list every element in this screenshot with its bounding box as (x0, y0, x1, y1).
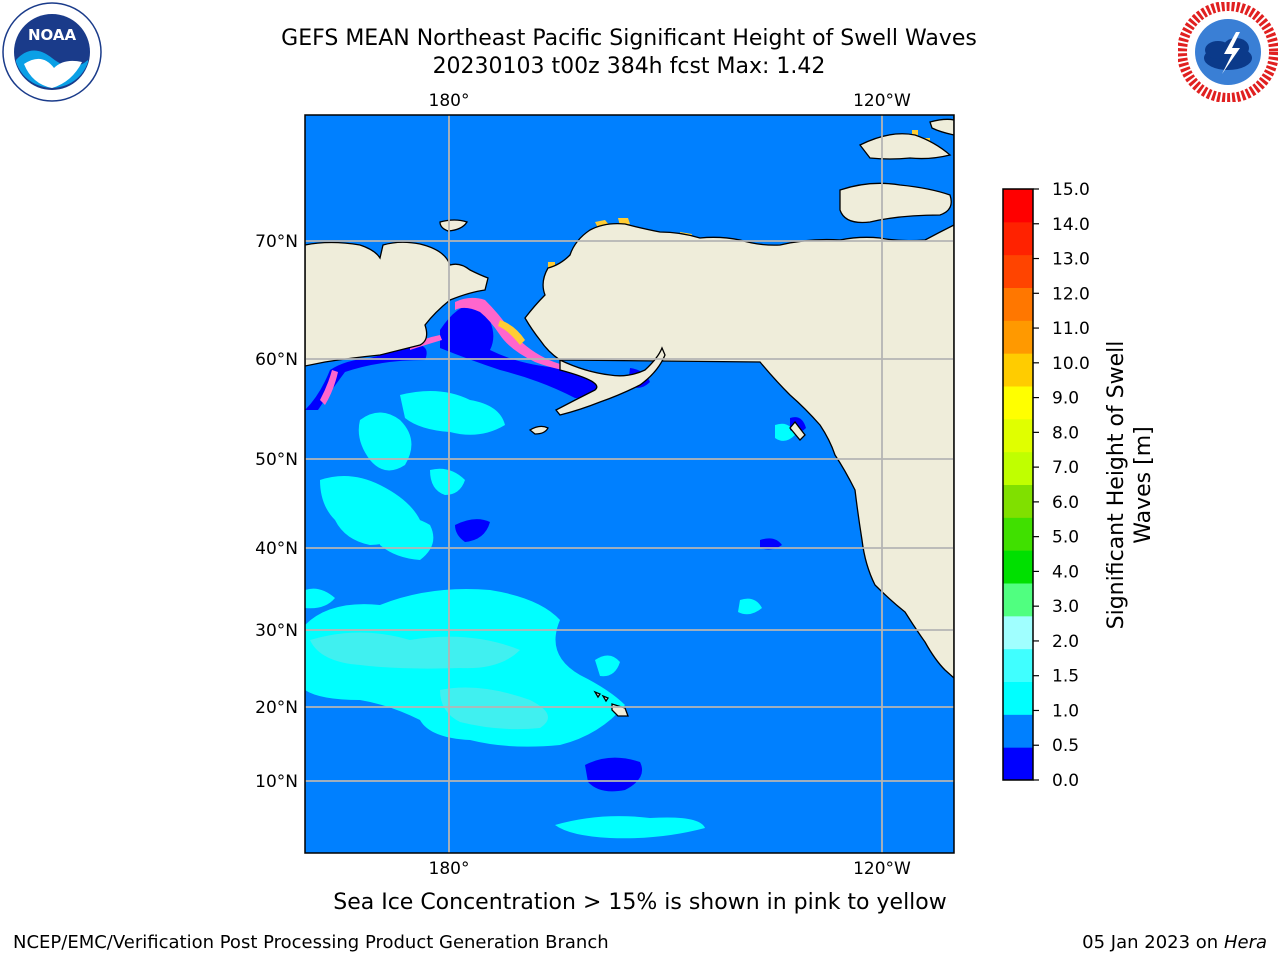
colorbar-segment (1003, 615, 1033, 650)
colorbar-tick-label: 10.0 (1052, 354, 1090, 374)
lon-label-top-180: 180° (429, 91, 470, 111)
noaa-logo-text: NOAA (28, 26, 77, 44)
nws-logo-icon (1178, 2, 1278, 102)
colorbar-tick-label: 14.0 (1052, 215, 1090, 235)
colorbar-tick-label: 12.0 (1052, 284, 1090, 304)
colorbar-segment (1003, 484, 1033, 518)
lat-label-70n: 70°N (255, 232, 298, 252)
lat-label-60n: 60°N (255, 350, 298, 370)
colorbar-tick-label: 8.0 (1052, 423, 1079, 443)
lat-label-10n: 10°N (255, 772, 298, 792)
map-frame (304, 114, 955, 854)
lat-label-50n: 50°N (255, 450, 298, 470)
colorbar-segment (1003, 681, 1033, 715)
colorbar-segment (1003, 747, 1033, 781)
colorbar-segment (1003, 451, 1033, 485)
colorbar-tick-label: 2.0 (1052, 632, 1079, 652)
lat-label-40n: 40°N (255, 539, 298, 559)
landmass (305, 115, 954, 717)
chart-title: GEFS MEAN Northeast Pacific Significant … (281, 26, 977, 51)
lon-label-bottom-180: 180° (429, 859, 470, 879)
colorbar-tick-label: 13.0 (1052, 250, 1090, 270)
colorbar-tick-label: 0.5 (1052, 736, 1079, 756)
colorbar-segment (1003, 386, 1033, 420)
colorbar-tick-label: 4.0 (1052, 562, 1079, 582)
lat-label-20n: 20°N (255, 698, 298, 718)
chart-subtitle: 20230103 t00z 384h fcst Max: 1.42 (432, 54, 826, 79)
colorbar-tick-label: 0.0 (1052, 771, 1079, 791)
colorbar-tick-label: 7.0 (1052, 458, 1079, 478)
noaa-logo-icon: NOAA (2, 2, 102, 102)
lon-label-top-120w: 120°W (853, 91, 911, 111)
colorbar-tick-label: 15.0 (1052, 180, 1090, 200)
colorbar-segment (1003, 353, 1033, 387)
footer-host: Hera (1223, 932, 1267, 953)
colorbar-tick-label: 9.0 (1052, 389, 1079, 409)
colorbar-segment (1003, 648, 1033, 682)
colorbar-tick-label: 1.0 (1052, 701, 1079, 721)
colorbar-segment (1003, 418, 1033, 453)
sea-ice-note: Sea Ice Concentration > 15% is shown in … (333, 890, 947, 915)
sea-ice-region (320, 297, 592, 405)
colorbar-label-line2: Waves [m] (1131, 426, 1156, 543)
colorbar-segment (1003, 550, 1033, 584)
lon-label-bottom-120w: 120°W (853, 859, 911, 879)
colorbar-tick-label: 3.0 (1052, 597, 1079, 617)
swell-1.5-2.0m-region (310, 632, 548, 730)
colorbar-segment (1003, 221, 1033, 256)
colorbar-segment (1003, 254, 1033, 288)
colorbar-frame (1002, 188, 1034, 781)
colorbar-segment (1003, 714, 1033, 748)
footer-date: 05 Jan 2023 on Hera (1082, 932, 1267, 953)
colorbar-label-line1: Significant Height of Swell (1104, 341, 1129, 630)
colorbar-tick-label: 1.5 (1052, 667, 1079, 687)
footer-credit: NCEP/EMC/Verification Post Processing Pr… (13, 932, 609, 953)
colorbar: 0.0 0.5 1.0 1.5 2.0 3.0 4.0 5.0 6.0 7.0 8.0 9.0 10.0… (1002, 180, 1090, 791)
lat-label-30n: 30°N (255, 621, 298, 641)
colorbar-segment (1003, 189, 1033, 223)
colorbar-segment (1003, 517, 1033, 551)
graticule (305, 115, 954, 853)
colorbar-segment (1003, 583, 1033, 617)
colorbar-tick-label: 6.0 (1052, 493, 1079, 513)
colorbar-segment (1003, 320, 1033, 354)
colorbar-tick-label: 5.0 (1052, 528, 1079, 548)
colorbar-segment (1003, 287, 1033, 321)
colorbar-tick-label: 11.0 (1052, 319, 1090, 339)
footer-date-text: 05 Jan 2023 on (1082, 932, 1224, 953)
